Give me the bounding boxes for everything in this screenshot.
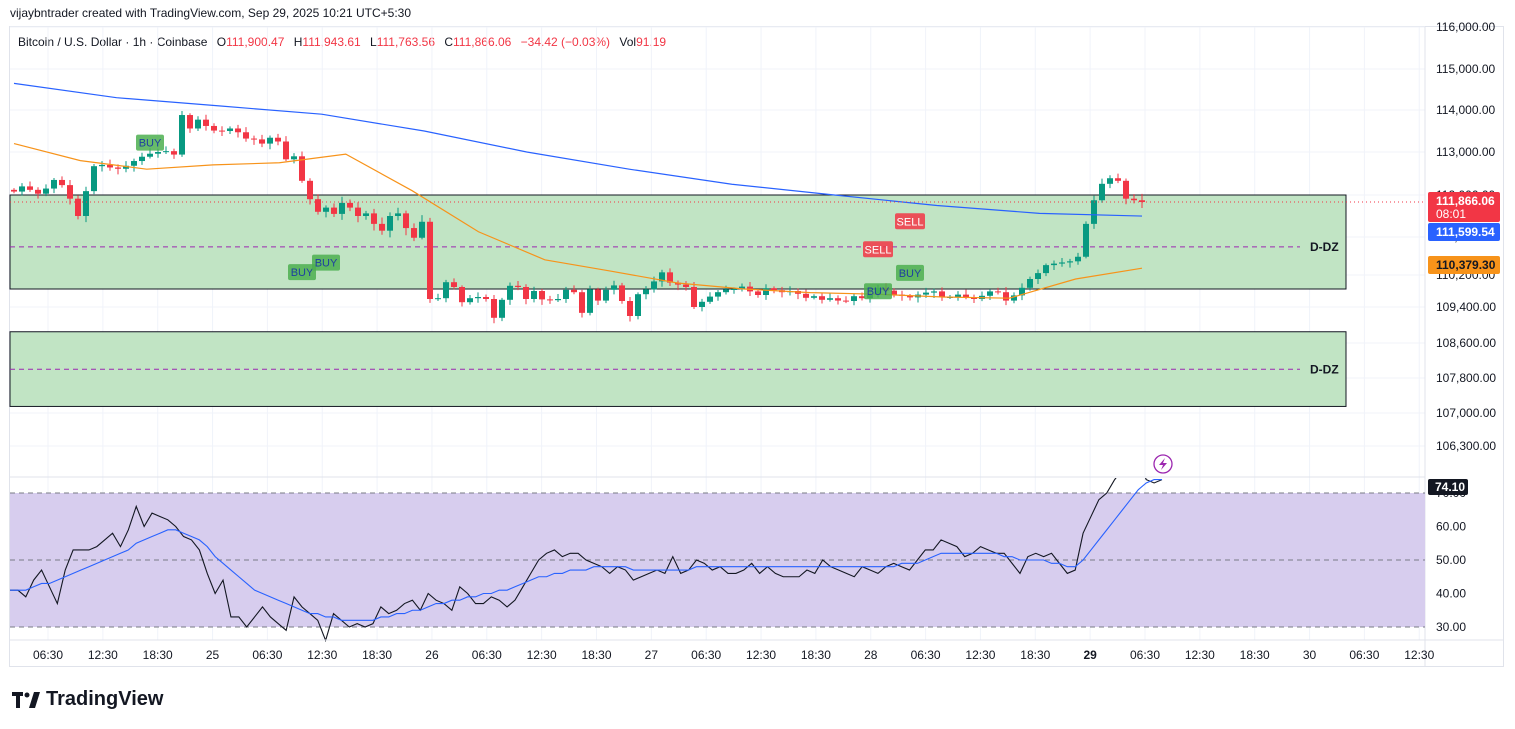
tradingview-logo-icon bbox=[12, 691, 40, 708]
chart-credit: vijaybntrader created with TradingView.c… bbox=[10, 6, 412, 20]
change-value: −34.42 (−0.03%) bbox=[520, 35, 611, 49]
symbol-title[interactable]: Bitcoin / U.S. Dollar · 1h · Coinbase bbox=[18, 35, 208, 49]
open-value: 111,900.47 bbox=[226, 35, 285, 49]
high-label: H bbox=[293, 35, 303, 49]
volume-label: Vol bbox=[619, 35, 637, 49]
volume-value: 91.19 bbox=[636, 35, 667, 49]
close-label: C bbox=[444, 35, 454, 49]
symbol-legend: Bitcoin / U.S. Dollar · 1h · Coinbase O1… bbox=[18, 35, 666, 49]
low-value: 111,763.56 bbox=[376, 35, 435, 49]
high-value: 111,943.61 bbox=[302, 35, 361, 49]
open-label: O bbox=[216, 35, 227, 49]
close-value: 111,866.06 bbox=[453, 35, 512, 49]
chart-frame bbox=[9, 26, 1504, 667]
brand-name: TradingView bbox=[46, 688, 164, 710]
tradingview-logo: TradingView bbox=[12, 688, 163, 711]
low-label: L bbox=[370, 35, 377, 49]
